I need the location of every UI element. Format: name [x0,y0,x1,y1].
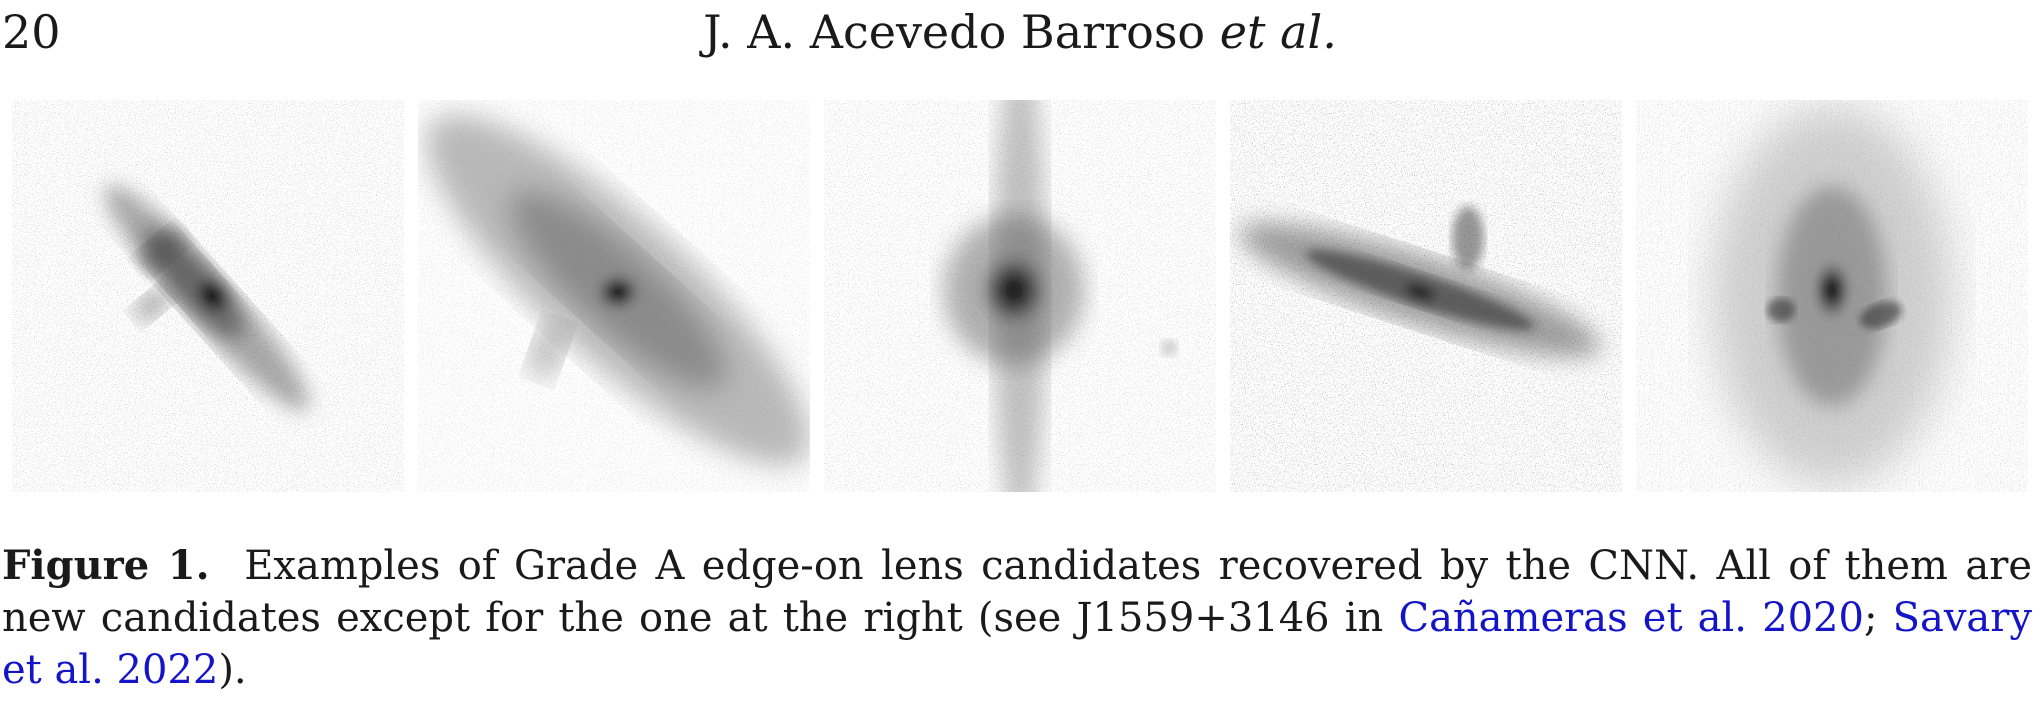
figure-caption: Figure 1. Examples of Grade A edge-on le… [2,540,2032,696]
figure-label: Figure 1. [2,542,210,589]
page-number: 20 [2,5,61,59]
citation-link-canameras[interactable]: Cañameras et al. 2020 [1398,595,1864,641]
lens-candidate-image-5 [1636,100,2028,492]
lens-candidate-image-4 [1230,100,1622,492]
caption-text-2: ). [218,647,247,693]
lens-candidate-image-3 [824,100,1216,492]
running-head: J. A. Acevedo Barroso et al. [0,4,2040,60]
caption-text-1: Examples of Grade A edge-on lens candida… [2,543,2032,641]
running-head-etal: et al. [1219,5,1337,59]
figure-panels [12,100,2030,492]
running-head-authors: J. A. Acevedo Barroso [703,5,1206,59]
lens-candidate-image-1 [12,100,404,492]
lens-candidate-image-2 [418,100,810,492]
caption-separator: ; [1863,595,1893,641]
citation-link-savary[interactable]: Savary et al. 2022 [2,595,2032,693]
